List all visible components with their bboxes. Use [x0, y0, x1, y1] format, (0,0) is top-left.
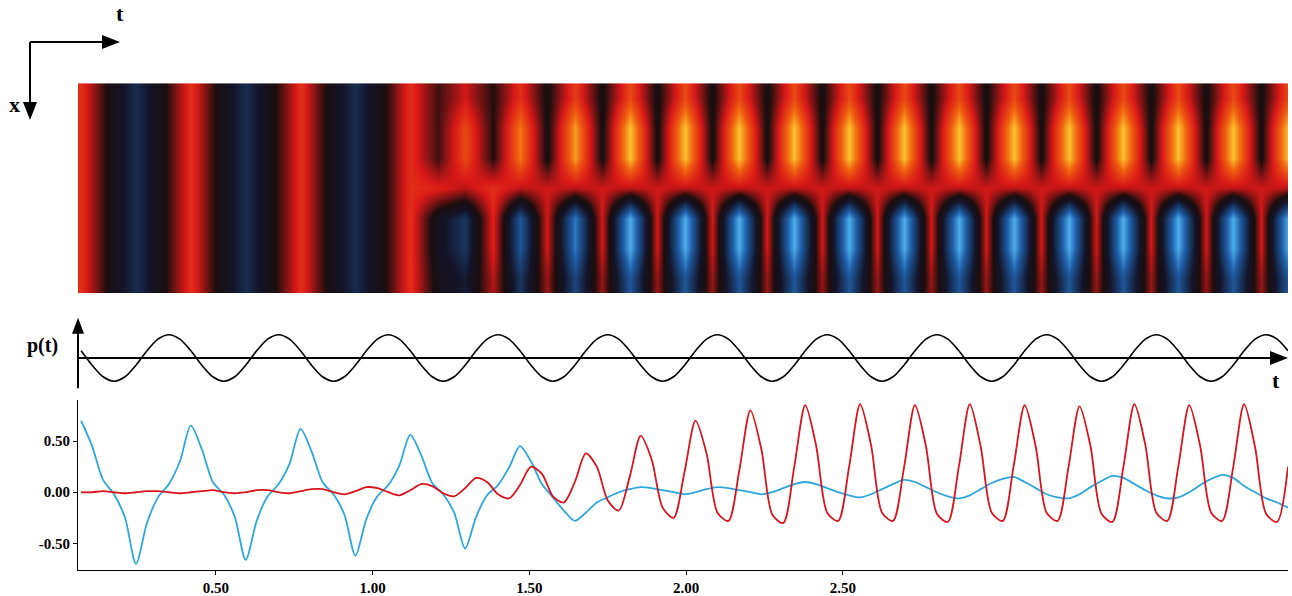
- svg-text:p(t): p(t): [27, 334, 58, 357]
- svg-text:0.00: 0.00: [44, 484, 70, 500]
- svg-text:1.50: 1.50: [516, 580, 542, 596]
- svg-text:t: t: [1272, 368, 1280, 393]
- svg-text:0.50: 0.50: [44, 433, 70, 449]
- svg-text:2.50: 2.50: [830, 580, 856, 596]
- svg-text:x: x: [9, 92, 20, 117]
- svg-text:0.50: 0.50: [203, 580, 229, 596]
- svg-text:-0.50: -0.50: [39, 536, 70, 552]
- svg-text:t: t: [116, 1, 124, 26]
- svg-text:1.00: 1.00: [360, 580, 386, 596]
- svg-text:2.00: 2.00: [673, 580, 699, 596]
